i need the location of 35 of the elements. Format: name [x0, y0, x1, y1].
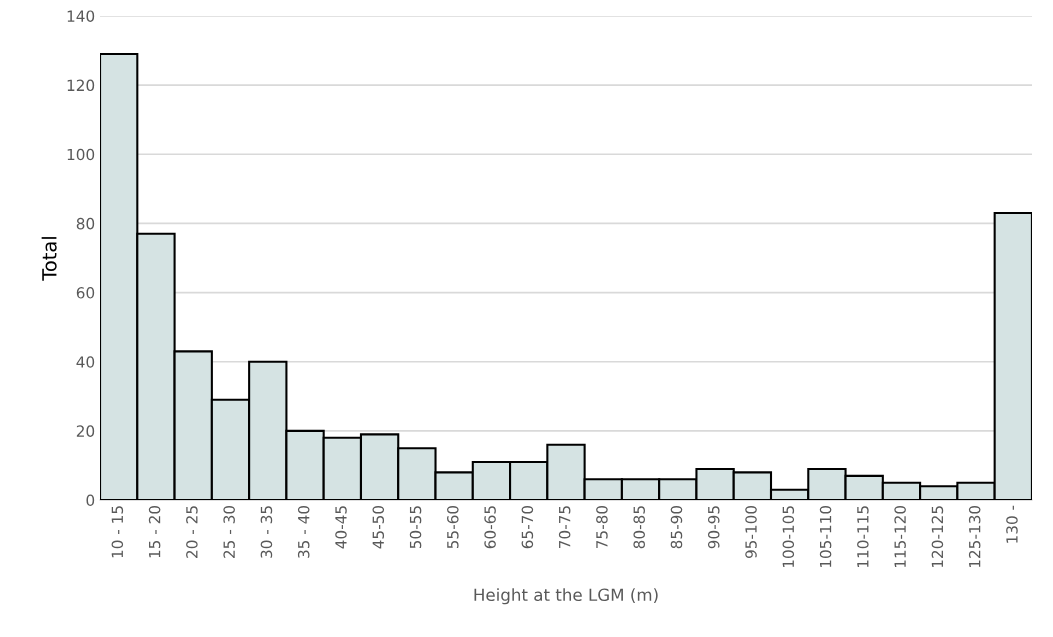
- x-tick-label: 105-110: [819, 505, 832, 568]
- x-tick-label: 25 - 30: [223, 505, 235, 558]
- x-tick-label: 95-100: [745, 505, 757, 559]
- x-axis-title: Height at the LGM (m): [474, 588, 658, 605]
- y-tick-label: 140: [67, 10, 95, 22]
- x-tick-label: 30 - 35: [260, 506, 273, 558]
- x-tick-label: 80-85: [633, 506, 645, 549]
- x-tick-label: 65-70: [521, 505, 534, 549]
- x-tick-label: 115-120: [894, 505, 906, 568]
- x-tick-label: 70-75: [558, 506, 571, 549]
- y-tick-label: 40: [76, 356, 95, 368]
- y-tick-label: 0: [86, 494, 95, 507]
- x-tick-label: 35 - 40: [297, 505, 310, 558]
- y-tick-label: 80: [76, 217, 95, 230]
- y-tick-label: 120: [67, 79, 95, 92]
- x-tick-label: 45-50: [372, 505, 385, 549]
- x-tick-label: 125-130: [968, 505, 981, 568]
- y-axis-title: Total: [41, 237, 57, 281]
- x-tick-label: 50-55: [409, 506, 422, 549]
- y-tick-label: 60: [76, 287, 95, 299]
- x-tick-label: 110-115: [857, 506, 869, 568]
- y-tick-label: 100: [67, 148, 95, 161]
- y-tick-label: 20: [76, 425, 95, 437]
- x-tick-label: 100-105: [782, 506, 795, 568]
- x-tick-label: 55-60: [447, 505, 459, 549]
- x-tick-label: 20 - 25: [186, 506, 198, 558]
- x-tick-label: 10 - 15: [111, 506, 124, 558]
- x-tick-label: 130 -: [1006, 505, 1018, 543]
- x-tick-label: 90-95: [707, 506, 720, 549]
- x-tick-label: 60-65: [484, 506, 496, 549]
- x-tick-label: 15 - 20: [148, 505, 161, 558]
- x-tick-label: 120-125: [931, 506, 944, 568]
- x-tick-label: 40-45: [335, 506, 347, 549]
- x-tick-label: 85-90: [670, 505, 683, 549]
- x-tick-label: 75-80: [596, 505, 608, 549]
